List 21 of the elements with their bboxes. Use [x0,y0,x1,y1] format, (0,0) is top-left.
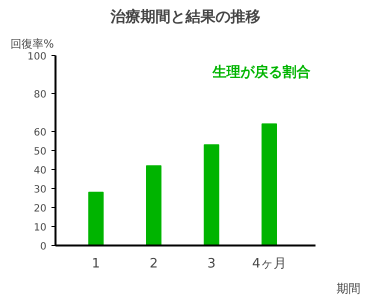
y-tick-label: 50 [34,146,47,158]
text: 生理が戻る割合 [212,64,310,80]
y-tick-label: 40 [34,166,47,176]
y-tick-label: 80 [34,90,47,100]
x-axis-title: 期間 [336,282,360,296]
y-tick-label: 0 [40,242,47,252]
bar [146,165,162,246]
bar [88,192,104,246]
y-tick-label: 60 [34,128,47,138]
x-tick-label: 4ヶ月 [252,256,286,272]
x-tick-label: 3 [207,256,216,272]
chart-title: 治療期間と結果の推移 [110,8,260,26]
bar [262,123,277,246]
y-tick-label: 20 [34,204,47,214]
x-tick-label: 2 [150,256,158,272]
y-tick-label: 10 [34,222,47,234]
y-axis-title: 回復率% [10,38,54,50]
y-tick-label: 30 [34,184,47,196]
x-tick-label: 1 [92,256,100,272]
bar [204,144,220,246]
y-tick-label: 100 [27,52,47,62]
